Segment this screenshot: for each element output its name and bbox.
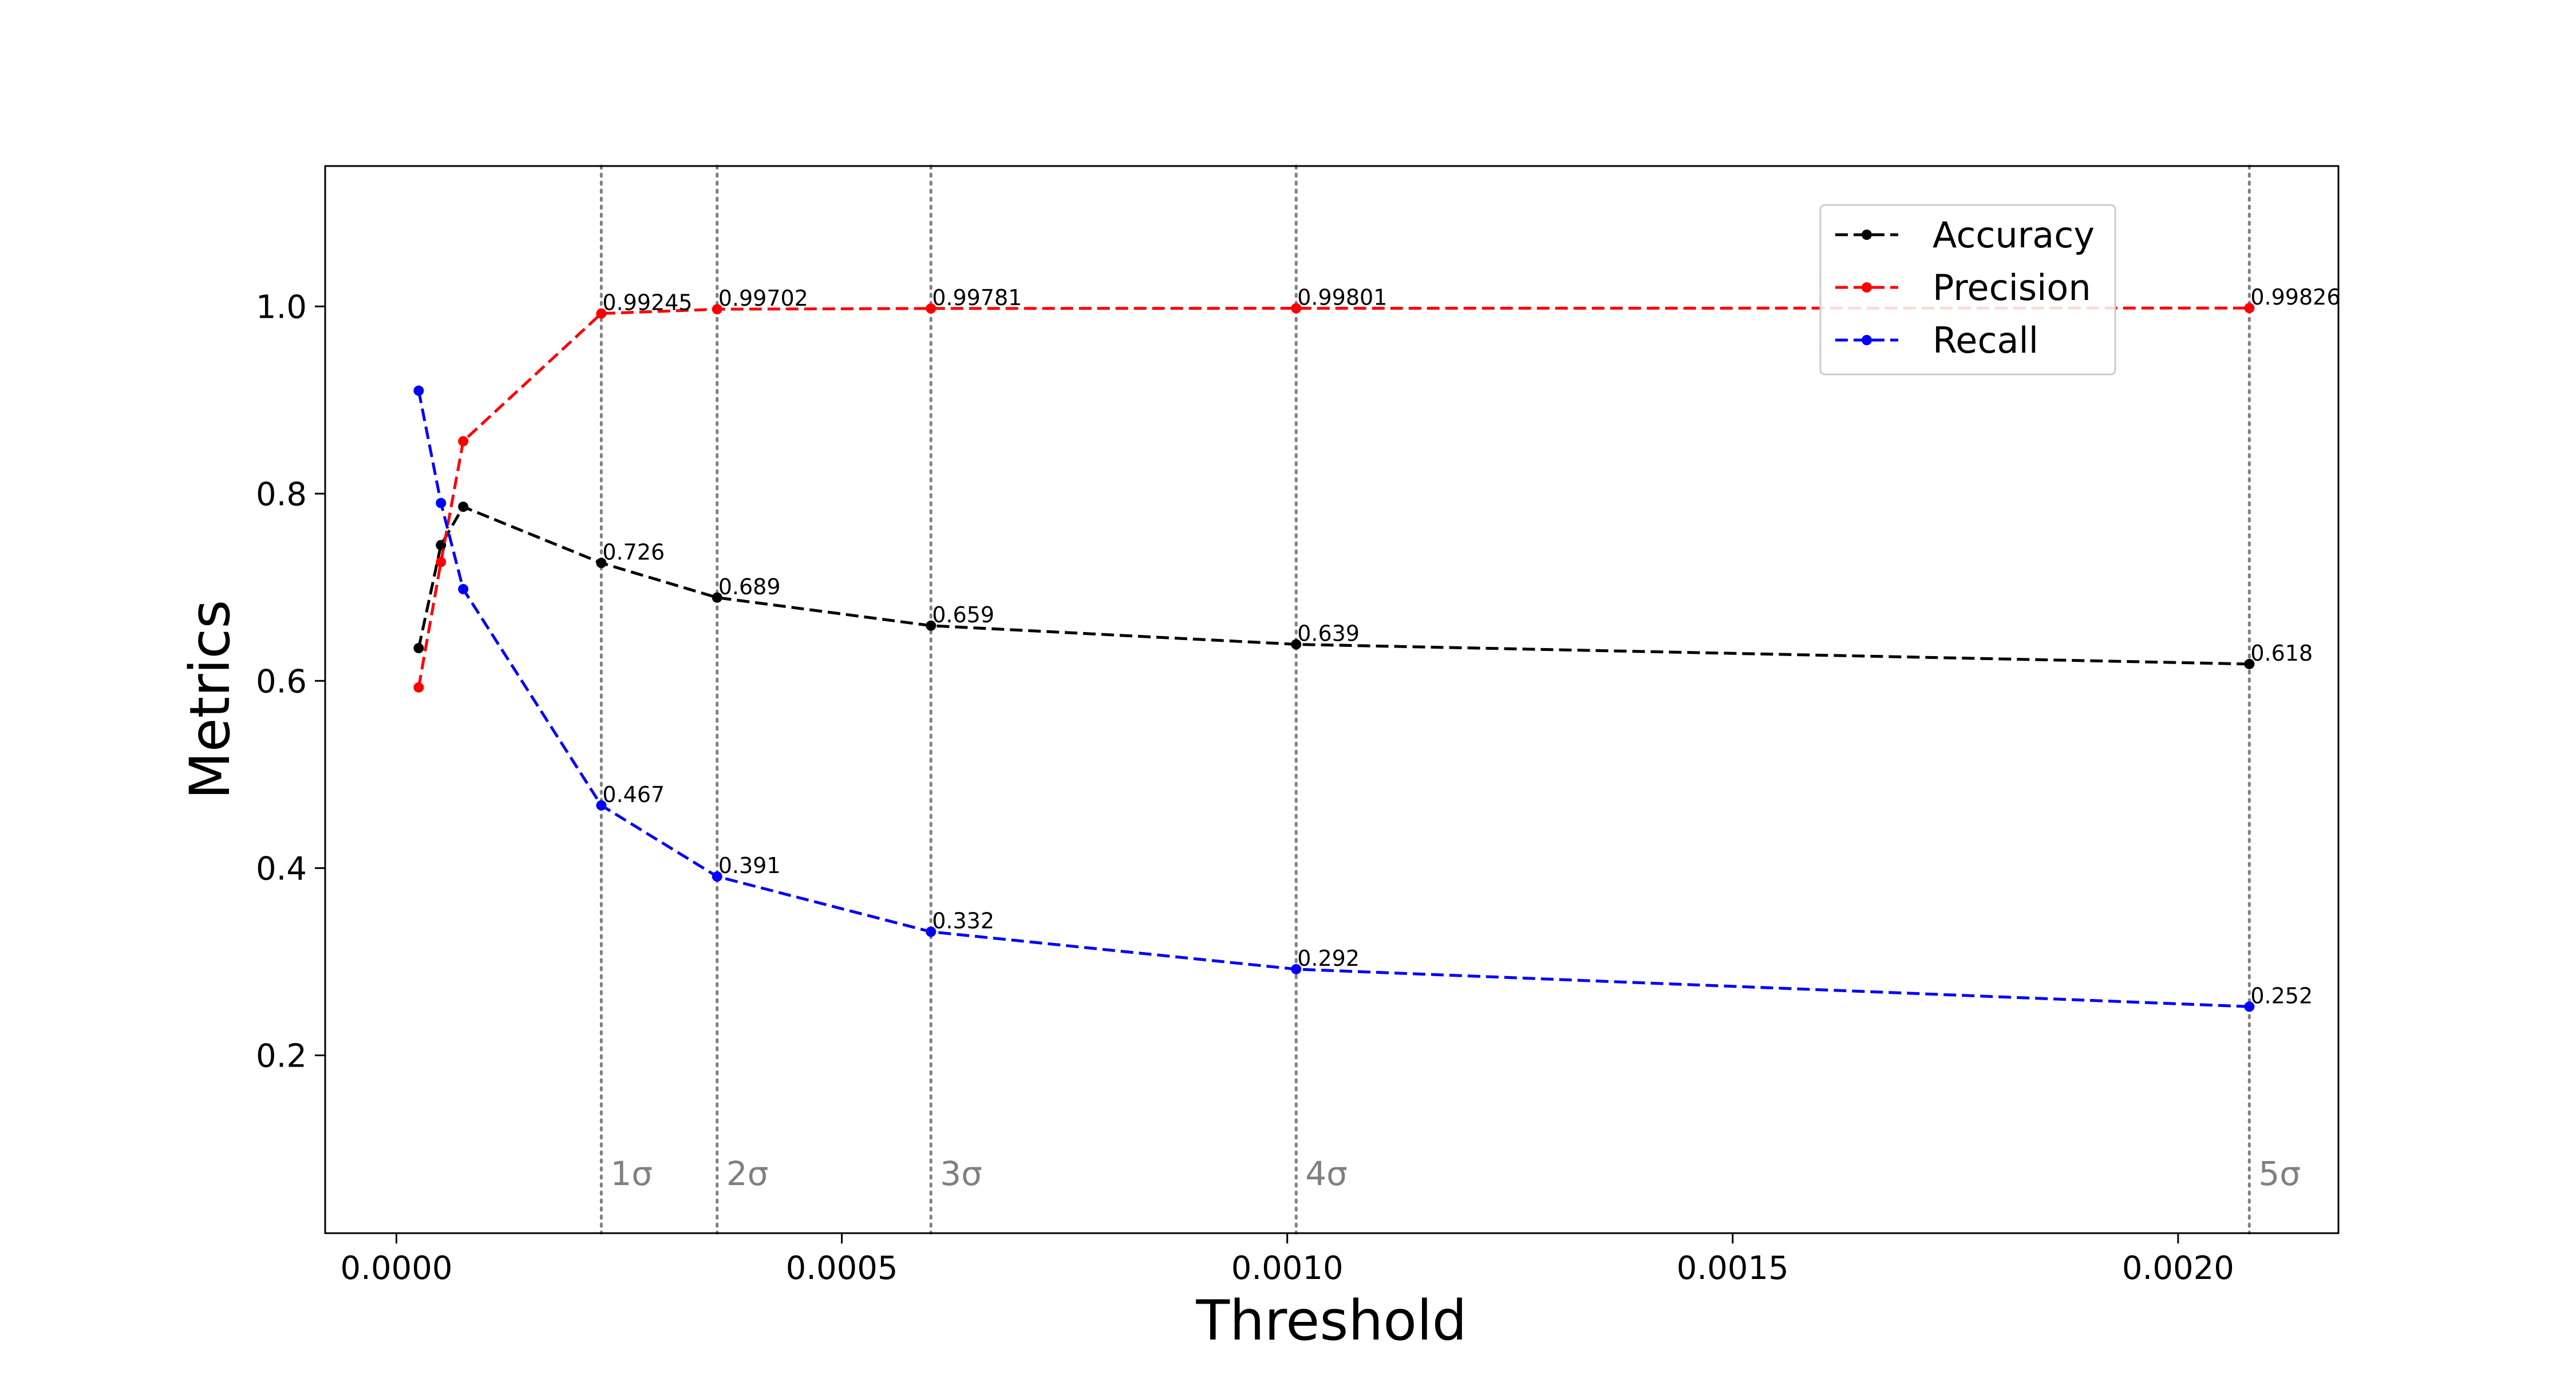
recall-data-label: 0.292: [1297, 946, 1360, 971]
y-tick-label: 0.4: [256, 850, 307, 887]
y-tick-label: 1.0: [256, 289, 307, 326]
legend-marker-recall: [1862, 335, 1872, 345]
accuracy-data-label: 0.726: [602, 539, 665, 564]
x-axis-label: Threshold: [1195, 1289, 1467, 1353]
recall-point: [596, 800, 607, 811]
accuracy-point: [712, 592, 722, 603]
accuracy-data-label: 0.639: [1297, 621, 1360, 646]
recall-point: [1291, 964, 1302, 974]
recall-data-label: 0.252: [2250, 983, 2313, 1008]
sigma-label: 3σ: [940, 1154, 982, 1193]
legend-box: [1819, 204, 2116, 376]
sigma-label: 4σ: [1305, 1154, 1348, 1193]
precision-point: [926, 303, 937, 314]
accuracy-point: [413, 643, 424, 654]
accuracy-point: [2244, 658, 2255, 669]
series-recall: 0.467 0.391 0.332 0.292 0.252: [413, 385, 2313, 1012]
precision-point: [1291, 303, 1302, 314]
accuracy-data-label: 0.689: [718, 574, 781, 599]
accuracy-point: [596, 558, 607, 568]
x-tick-label: 0.0020: [2122, 1250, 2234, 1287]
series-precision: 0.99245 0.99702 0.99781 0.99801 0.99826: [413, 285, 2341, 693]
precision-line: [417, 306, 2250, 688]
x-tick-label: 0.0000: [341, 1250, 453, 1287]
plot-frame: [324, 165, 2340, 1234]
x-tick-label: 0.0005: [786, 1250, 898, 1287]
accuracy-point: [458, 502, 469, 512]
precision-point: [712, 304, 722, 315]
recall-point: [436, 498, 447, 508]
accuracy-point: [926, 620, 937, 631]
recall-point: [926, 926, 937, 937]
legend-marker-accuracy: [1862, 230, 1872, 240]
sigma-label: 5σ: [2258, 1154, 2301, 1193]
sigma-lines: 1σ 2σ 3σ 4σ 5σ: [599, 164, 2301, 1235]
accuracy-data-label: 0.618: [2250, 641, 2313, 666]
recall-point: [2244, 1001, 2255, 1012]
sigma-label: 2σ: [726, 1154, 769, 1193]
sigma-label: 1σ: [610, 1154, 653, 1193]
accuracy-data-label: 0.659: [932, 602, 994, 627]
recall-data-label: 0.391: [718, 853, 781, 878]
legend: Accuracy Precision Recall: [1819, 204, 2116, 376]
precision-point: [596, 308, 607, 319]
precision-point: [2244, 303, 2255, 314]
y-axis-label: Metrics: [178, 600, 242, 799]
accuracy-point: [1291, 639, 1302, 650]
y-tick-label: 0.6: [256, 663, 307, 700]
legend-label-recall: Recall: [1933, 319, 2038, 361]
precision-data-label: 0.99801: [1297, 285, 1387, 310]
legend-label-precision: Precision: [1933, 267, 2091, 309]
recall-point: [458, 584, 469, 595]
recall-point: [413, 385, 424, 396]
precision-data-label: 0.99781: [932, 285, 1022, 310]
precision-point: [458, 436, 469, 447]
y-tick-label: 0.8: [256, 476, 307, 513]
recall-point: [712, 871, 722, 882]
precision-data-label: 0.99826: [2250, 285, 2340, 310]
y-tick-label: 0.2: [256, 1037, 307, 1075]
precision-data-label: 0.99245: [602, 290, 692, 315]
precision-point: [436, 556, 447, 567]
legend-label-accuracy: Accuracy: [1933, 214, 2095, 256]
x-tick-label: 0.0010: [1231, 1250, 1344, 1287]
precision-data-label: 0.99702: [718, 286, 808, 311]
recall-data-label: 0.467: [602, 782, 665, 807]
recall-data-label: 0.332: [932, 909, 994, 934]
x-tick-label: 0.0015: [1677, 1250, 1789, 1287]
axes: 0.0000 0.0005 0.0010 0.0015 0.0020 0.2 0.4 0.6 0…: [256, 289, 2234, 1287]
recall-line: [417, 390, 2250, 1008]
precision-point: [413, 682, 424, 693]
legend-marker-precision: [1862, 282, 1872, 293]
